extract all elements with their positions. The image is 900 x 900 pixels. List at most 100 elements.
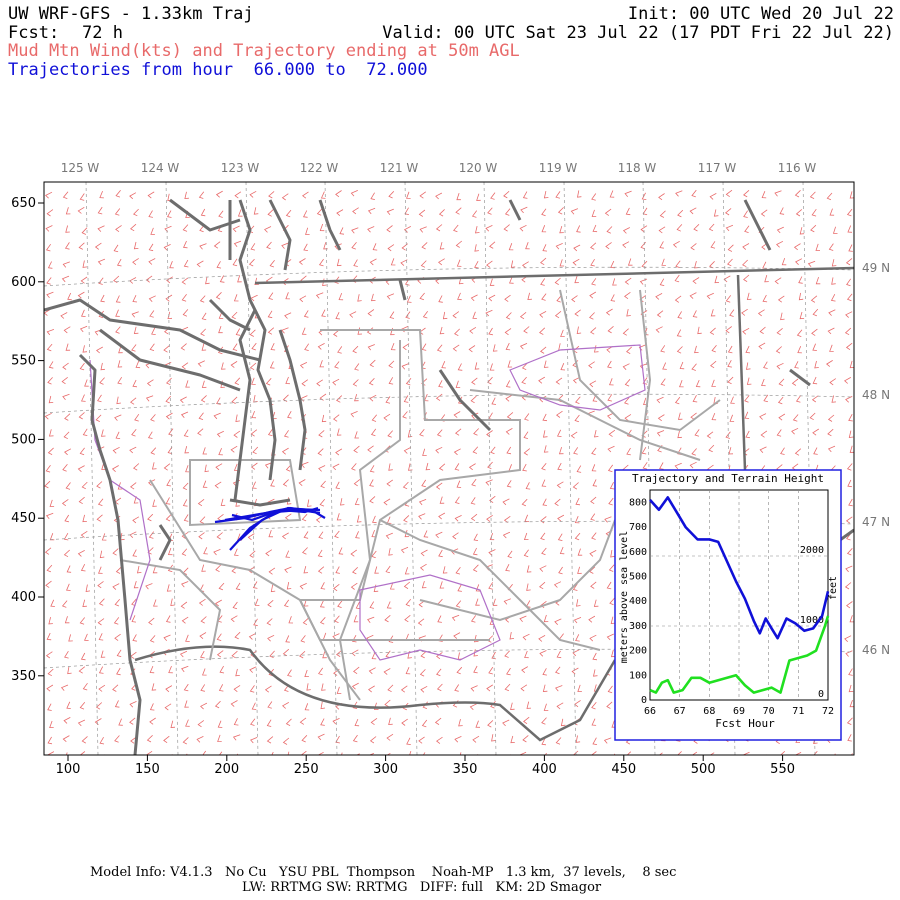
coastline-segment bbox=[278, 329, 307, 471]
trajectory-terrain-inset: Trajectory and Terrain Height meters abo… bbox=[614, 469, 842, 741]
inset-y2-tick-label: 0 bbox=[818, 689, 824, 700]
inset-x-tick-label: 67 bbox=[674, 706, 686, 717]
inset-y-tick-label: 500 bbox=[629, 571, 647, 582]
y-axis-tick-label: 400 bbox=[11, 590, 36, 605]
coastline-segment bbox=[268, 199, 292, 271]
trajectory-path bbox=[224, 507, 321, 522]
longitude-label: 121 W bbox=[380, 161, 419, 175]
longitude-label: 119 W bbox=[539, 161, 578, 175]
latitude-label: 49 N bbox=[862, 261, 890, 275]
inset-x-tick-label: 69 bbox=[733, 706, 745, 717]
y-axis-tick-label: 650 bbox=[11, 196, 36, 211]
coastline-segment bbox=[158, 524, 172, 561]
map-frame bbox=[43, 181, 855, 756]
inset-y-tick-label: 600 bbox=[629, 547, 647, 558]
x-axis-tick-label: 350 bbox=[453, 762, 478, 777]
county-border bbox=[119, 559, 222, 661]
x-axis-tick-label: 250 bbox=[294, 762, 319, 777]
trajectory-height-line bbox=[649, 496, 830, 640]
coastline-segment bbox=[99, 328, 241, 392]
inset-title: Trajectory and Terrain Height bbox=[632, 472, 824, 485]
longitude-label: 118 W bbox=[618, 161, 657, 175]
longitude-label: 125 W bbox=[61, 161, 100, 175]
county-border bbox=[338, 340, 401, 701]
inset-y-tick-label: 100 bbox=[629, 670, 647, 681]
trajectory-range: Trajectories from hour 66.000 to 72.000 bbox=[8, 60, 428, 80]
longitude-label: 123 W bbox=[221, 161, 260, 175]
forecast-label: Fcst: bbox=[8, 23, 60, 43]
canada-border bbox=[254, 266, 854, 285]
longitude-label: 117 W bbox=[698, 161, 737, 175]
coastline-segment bbox=[438, 369, 492, 432]
coastline-segment bbox=[743, 199, 772, 251]
x-axis-tick-label: 200 bbox=[214, 762, 239, 777]
coastline-segment bbox=[508, 199, 522, 221]
coastlines bbox=[44, 198, 854, 755]
county-border bbox=[639, 289, 652, 461]
inset-y-tick-label: 400 bbox=[629, 596, 647, 607]
coastline-segment bbox=[208, 298, 251, 332]
latitude-label: 47 N bbox=[862, 515, 890, 529]
longitude-label: 124 W bbox=[141, 161, 180, 175]
inset-x-tick-label: 66 bbox=[644, 706, 656, 717]
parallel-line bbox=[44, 648, 854, 669]
longitude-label: 122 W bbox=[300, 161, 339, 175]
init-time: Init: 00 UTC Wed 20 Jul 22 bbox=[627, 4, 894, 24]
lat-lon-grid bbox=[44, 182, 854, 755]
coastline-segment bbox=[318, 199, 342, 251]
inset-frame bbox=[614, 469, 842, 741]
coastline-segment bbox=[839, 528, 854, 542]
idaho-border bbox=[736, 274, 747, 471]
coastline-segment bbox=[78, 353, 142, 755]
valid-time: Valid: 00 UTC Sat 23 Jul 22 (17 PDT Fri … bbox=[382, 23, 894, 43]
inset-y-tick-label: 0 bbox=[641, 695, 647, 706]
inset-xlabel: Fcst Hour bbox=[715, 717, 775, 730]
map-subtitle: Mud Mtn Wind(kts) and Trajectory ending … bbox=[8, 41, 520, 61]
coastline-segment bbox=[44, 298, 261, 362]
inset-x-tick-label: 68 bbox=[703, 706, 715, 717]
county-border bbox=[299, 599, 490, 641]
y-axis-tick-label: 600 bbox=[11, 275, 36, 290]
county-border bbox=[559, 289, 721, 432]
inset-y2-tick-label: 1000 bbox=[800, 615, 824, 626]
parallel-line bbox=[44, 520, 854, 541]
inset-x-tick-label: 72 bbox=[822, 706, 834, 717]
coastline-segment bbox=[233, 309, 257, 501]
longitude-label: 120 W bbox=[459, 161, 498, 175]
terrain-height-line bbox=[649, 615, 830, 694]
model-info-line1: Model Info: V4.1.3 No Cu YSU PBL Thompso… bbox=[90, 865, 677, 880]
inset-ylabel-left: meters above sea level bbox=[619, 531, 630, 663]
x-axis-tick-label: 300 bbox=[373, 762, 398, 777]
x-axis-tick-label: 500 bbox=[691, 762, 716, 777]
coastline-segment bbox=[398, 279, 407, 301]
y-axis-tick-label: 500 bbox=[11, 432, 36, 447]
x-axis-tick-label: 400 bbox=[532, 762, 557, 777]
county-border bbox=[300, 329, 521, 601]
coastline-segment bbox=[789, 368, 811, 387]
county-border bbox=[149, 479, 361, 701]
inset-y-tick-label: 200 bbox=[629, 646, 647, 657]
y-axis-tick-label: 350 bbox=[11, 669, 36, 684]
longitude-label: 116 W bbox=[778, 161, 817, 175]
coastline-segment bbox=[229, 498, 291, 507]
watershed-outline bbox=[509, 344, 646, 411]
x-axis-tick-label: 150 bbox=[135, 762, 160, 777]
inset-x-tick-label: 71 bbox=[792, 706, 804, 717]
y-axis-tick-label: 450 bbox=[11, 511, 36, 526]
x-axis-tick-label: 550 bbox=[770, 762, 795, 777]
parallel-line bbox=[44, 266, 854, 287]
x-axis-tick-label: 100 bbox=[56, 762, 81, 777]
forecast-hour: 72 h bbox=[82, 23, 123, 43]
county-border bbox=[419, 519, 616, 622]
model-info-line2: LW: RRTMG SW: RRTMG DIFF: full KM: 2D Sm… bbox=[242, 880, 602, 895]
parallel-line bbox=[44, 393, 854, 414]
x-axis-tick-label: 450 bbox=[611, 762, 636, 777]
watershed-outline bbox=[359, 574, 501, 661]
county-border bbox=[189, 459, 302, 527]
latitude-label: 46 N bbox=[862, 643, 890, 657]
inset-x-tick-label: 70 bbox=[763, 706, 775, 717]
latitude-label: 48 N bbox=[862, 388, 890, 402]
coastline-segment bbox=[238, 199, 277, 481]
political-borders bbox=[89, 266, 854, 742]
